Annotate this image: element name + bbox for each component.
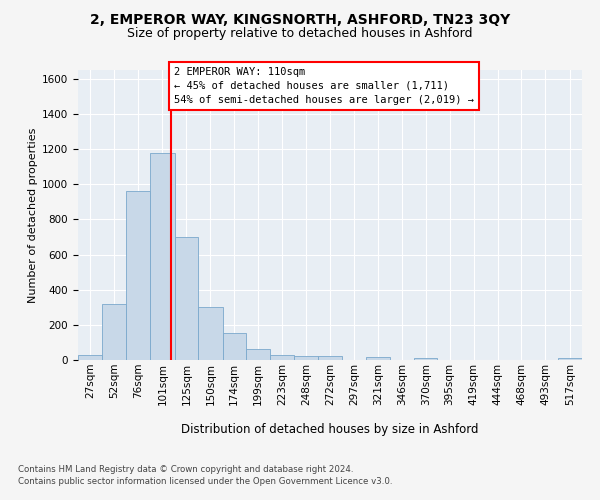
Bar: [318, 356, 342, 360]
Text: 2, EMPEROR WAY, KINGSNORTH, ASHFORD, TN23 3QY: 2, EMPEROR WAY, KINGSNORTH, ASHFORD, TN2…: [90, 12, 510, 26]
Text: Size of property relative to detached houses in Ashford: Size of property relative to detached ho…: [127, 28, 473, 40]
Bar: [103, 304, 126, 360]
Bar: [271, 354, 294, 360]
Bar: [150, 152, 175, 360]
Bar: [78, 354, 103, 360]
Text: Contains public sector information licensed under the Open Government Licence v3: Contains public sector information licen…: [18, 478, 392, 486]
Bar: [198, 308, 223, 360]
Bar: [246, 348, 271, 360]
Bar: [126, 192, 150, 360]
Text: Distribution of detached houses by size in Ashford: Distribution of detached houses by size …: [181, 422, 479, 436]
Bar: [414, 358, 437, 360]
Bar: [366, 358, 389, 360]
Text: Contains HM Land Registry data © Crown copyright and database right 2024.: Contains HM Land Registry data © Crown c…: [18, 465, 353, 474]
Y-axis label: Number of detached properties: Number of detached properties: [28, 128, 38, 302]
Bar: [175, 237, 198, 360]
Text: 2 EMPEROR WAY: 110sqm
← 45% of detached houses are smaller (1,711)
54% of semi-d: 2 EMPEROR WAY: 110sqm ← 45% of detached …: [174, 67, 474, 105]
Bar: [294, 356, 318, 360]
Bar: [223, 333, 246, 360]
Bar: [557, 358, 582, 360]
